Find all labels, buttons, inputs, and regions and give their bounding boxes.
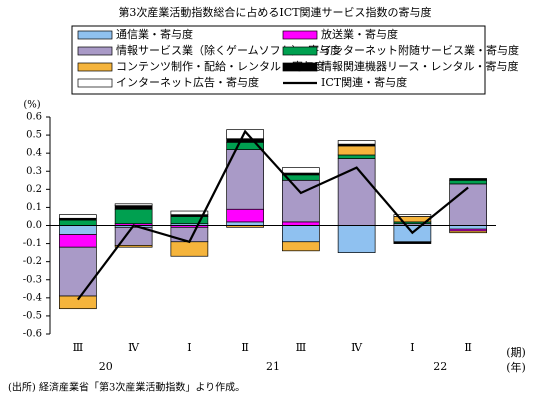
x-tick-label: Ⅲ [296,341,307,354]
year-label: 22 [433,360,447,373]
legend-swatch [77,78,113,88]
x-tick-label: Ⅰ [187,341,191,354]
bar-segment [337,145,376,156]
bar-segment [282,221,320,226]
bar-segment [226,221,264,226]
y-tick-label: -0.1 [23,238,42,249]
y-tick-label: -0.2 [23,256,42,267]
legend-swatch [282,62,318,72]
legend-label: コンテンツ制作・配給・レンタル・寄与度 [116,59,325,73]
bar-segment [114,205,153,210]
legend-label: インターネット附随サービス業・寄与度 [321,43,519,57]
x-tick-label: Ⅳ [351,341,363,354]
x-tick-label: Ⅲ [73,341,84,354]
bar-segment [114,208,153,225]
legend-swatch [77,46,113,56]
y-tick-label: -0.6 [23,329,42,340]
bar-segment [59,234,97,248]
bar-segment [59,225,97,235]
bar-segment [170,210,209,216]
bar-segment [114,245,153,248]
bar-segment [59,295,97,310]
bar-segment [337,158,376,226]
bar-segment [59,219,97,226]
x-tick-label: Ⅱ [464,341,471,354]
source-note: (出所) 経済産業省「第3次産業活動指数」より作成。 [8,381,245,394]
y-tick-label: 0.4 [26,148,42,159]
x-period-label: (期) [506,346,526,359]
bar-segment [170,241,209,257]
bar-segment [337,225,376,253]
bar-segment [393,214,432,217]
bar-segment [282,241,320,252]
legend-label: 通信業・寄与度 [116,27,193,41]
y-unit: (%) [23,100,40,111]
bar-segment [226,129,264,140]
legend-label: 情報関連機器リース・レンタル・寄与度 [321,59,518,73]
legend-label: 放送業・寄与度 [321,27,398,41]
chart-title: 第3次産業活動指数総合に占めるICT関連サービス指数の寄与度 [118,5,431,19]
legend-swatch [282,46,318,56]
legend-swatch [282,30,318,40]
bar-segment [337,154,376,159]
legend-label: ICT関連・寄与度 [321,75,407,89]
y-tick-label: 0.1 [26,202,42,213]
bar-segment [59,246,97,297]
y-tick-label: 0.5 [26,130,42,141]
y-tick-label: -0.4 [23,292,42,303]
bar-segment [337,140,376,145]
bar-segment [449,179,487,185]
bar-segment [393,241,432,244]
bar-segment [226,138,264,143]
y-tick-label: -0.3 [23,274,42,285]
bar-segment [226,208,264,223]
x-year-label: (年) [506,360,526,374]
bar-segment [226,149,264,210]
legend-label: インターネット広告・寄与度 [116,75,259,89]
bar-segment [59,214,97,219]
bar-segment [282,167,320,174]
y-tick-label: 0.0 [26,220,42,231]
bar-segment [114,203,153,206]
x-tick-label: Ⅰ [410,341,414,354]
bar-segment [449,183,487,226]
y-tick-label: 0.3 [26,166,42,177]
legend-box [71,25,486,95]
y-tick-label: 0.2 [26,184,42,195]
bar-segment [449,225,487,230]
bar-segment [282,225,320,243]
y-tick-label: 0.6 [26,112,42,123]
bar-segment [449,230,487,234]
year-label: 21 [266,360,280,373]
legend-swatch [77,62,113,72]
year-label: 20 [99,360,113,373]
y-tick-label: -0.5 [23,310,42,321]
x-tick-label: Ⅳ [128,341,140,354]
legend-swatch [77,30,113,40]
line-series [76,129,469,301]
bar-segment [449,178,487,181]
x-tick-label: Ⅱ [241,341,248,354]
